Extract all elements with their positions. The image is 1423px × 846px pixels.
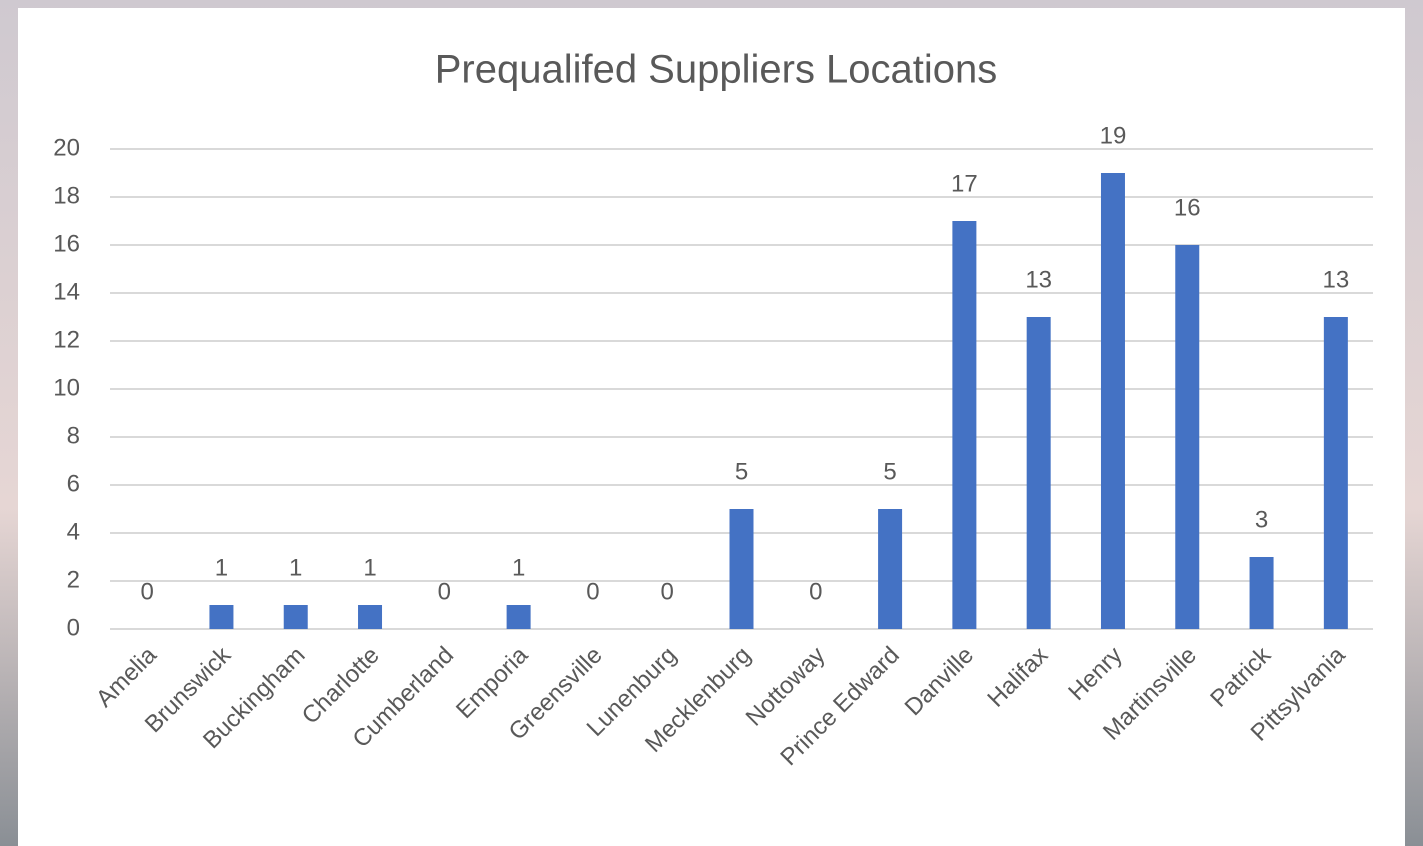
bar xyxy=(358,605,383,629)
data-label: 0 xyxy=(140,578,153,605)
y-tick-label: 6 xyxy=(67,470,80,497)
data-label: 16 xyxy=(1174,194,1201,221)
y-tick-label: 12 xyxy=(53,326,80,353)
bar xyxy=(729,509,754,629)
y-tick-label: 14 xyxy=(53,278,80,305)
data-label: 0 xyxy=(438,578,451,605)
y-tick-label: 16 xyxy=(53,230,80,257)
bar xyxy=(952,221,977,629)
y-tick-label: 0 xyxy=(67,614,80,641)
data-label: 1 xyxy=(363,554,376,581)
data-label: 5 xyxy=(735,458,748,485)
bar xyxy=(1323,317,1348,629)
y-tick-label: 4 xyxy=(67,518,80,545)
y-tick-label: 2 xyxy=(67,566,80,593)
bar xyxy=(1175,245,1200,629)
data-label: 0 xyxy=(586,578,599,605)
data-label: 19 xyxy=(1100,122,1127,149)
data-label: 13 xyxy=(1323,266,1350,293)
chart-panel xyxy=(18,8,1405,846)
y-tick-label: 8 xyxy=(67,422,80,449)
y-tick-label: 10 xyxy=(53,374,80,401)
data-label: 17 xyxy=(951,170,978,197)
data-label: 5 xyxy=(883,458,896,485)
y-tick-label: 18 xyxy=(53,182,80,209)
data-label: 1 xyxy=(289,554,302,581)
bar xyxy=(1026,317,1051,629)
bar xyxy=(283,605,308,629)
bar xyxy=(506,605,531,629)
bar xyxy=(1249,557,1274,629)
bar xyxy=(209,605,234,629)
data-label: 13 xyxy=(1025,266,1052,293)
data-label: 0 xyxy=(661,578,674,605)
data-label: 0 xyxy=(809,578,822,605)
y-tick-label: 20 xyxy=(53,134,80,161)
chart-title: Prequalifed Suppliers Locations xyxy=(435,48,998,92)
bar xyxy=(1100,173,1125,629)
data-label: 1 xyxy=(512,554,525,581)
bar xyxy=(878,509,903,629)
data-label: 1 xyxy=(215,554,228,581)
data-label: 3 xyxy=(1255,506,1268,533)
